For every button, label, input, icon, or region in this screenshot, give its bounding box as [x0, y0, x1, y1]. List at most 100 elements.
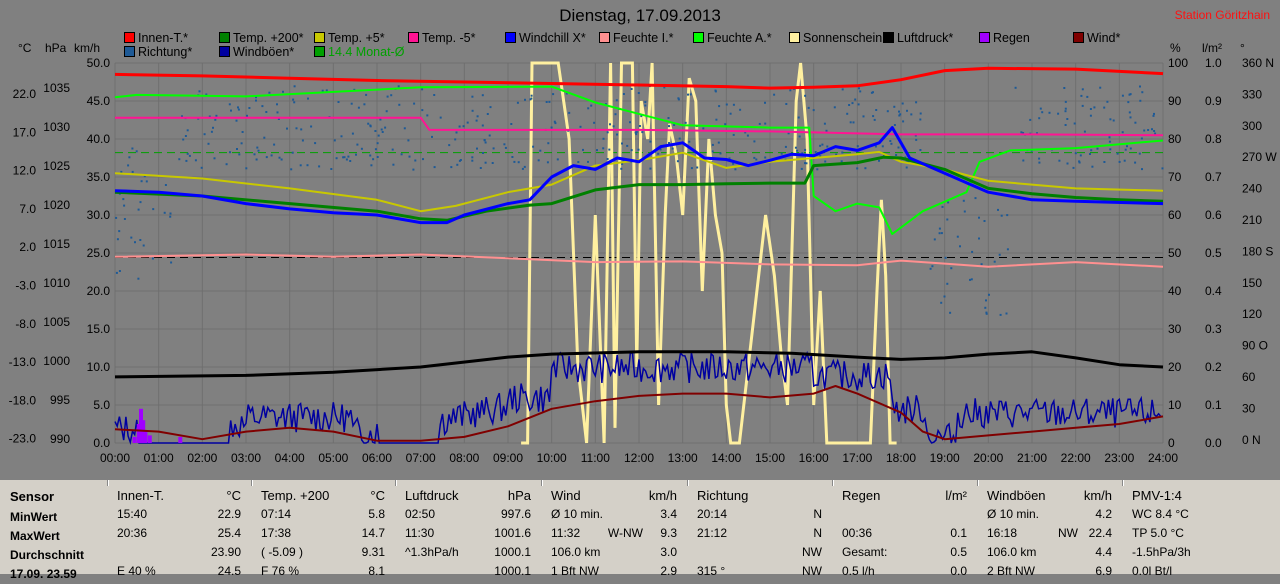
- row-labels: Sensor MinWert MaxWert Durchschnitt 17.09. 2…: [10, 486, 106, 581]
- direction-dot: [408, 155, 411, 158]
- direction-dot: [862, 115, 865, 118]
- temp-tick-label: 7.0: [19, 202, 36, 216]
- direction-dot: [582, 148, 584, 151]
- row-label: Durchschnitt: [10, 548, 85, 562]
- direction-dot: [295, 127, 298, 130]
- direction-dot: [1128, 111, 1131, 114]
- rain-tick-label: 0.4: [1205, 284, 1222, 298]
- direction-dot: [819, 144, 822, 147]
- panel-unit: l/m²: [945, 488, 967, 503]
- direction-dot: [456, 163, 459, 166]
- direction-dot: [310, 125, 313, 128]
- wind-tick-label: 5.0: [93, 398, 110, 412]
- direction-dot: [255, 99, 257, 102]
- panel-row: -1.5hPa/3h: [1122, 543, 1280, 562]
- direction-dot: [988, 293, 990, 296]
- panel-row: 17:38 14.7: [251, 524, 395, 543]
- direction-tick-label: 120: [1242, 307, 1262, 321]
- panel-title: PMV-1:4: [1132, 488, 1182, 503]
- direction-series: [115, 85, 1164, 316]
- cell-left: 02:50: [405, 507, 436, 521]
- direction-dot: [376, 142, 379, 145]
- direction-dot: [481, 94, 484, 97]
- direction-dot: [170, 261, 173, 264]
- direction-dot: [814, 151, 817, 153]
- direction-dot: [169, 212, 172, 215]
- panel-row: 20:36 25.4: [107, 524, 251, 543]
- direction-dot: [985, 299, 987, 302]
- direction-dot: [335, 157, 338, 160]
- panel-pmv-1-4: PMV-1:4 WC 8.4 °C TP 5.0 °C -1.5hPa/3h 0.0l …: [1122, 486, 1280, 578]
- panel-row: Ø 10 min. 4.2: [977, 505, 1122, 524]
- direction-dot: [941, 205, 944, 208]
- direction-dot: [475, 119, 478, 122]
- wind-tick-label: 15.0: [87, 322, 111, 336]
- direction-dot: [255, 96, 257, 99]
- direction-dot: [800, 167, 803, 170]
- direction-dot: [127, 164, 130, 167]
- cell-left: 16:18: [987, 526, 1018, 540]
- direction-dot: [906, 109, 908, 112]
- direction-dot: [797, 116, 800, 119]
- axis-header-pct: %: [1170, 41, 1181, 55]
- direction-dot: [690, 167, 693, 170]
- humidity-tick-label: 20: [1168, 360, 1182, 374]
- panel-row: 02:50 997.6: [395, 505, 541, 524]
- cell-right: 0.1: [950, 526, 967, 540]
- cell-left: 11:32: [551, 526, 581, 540]
- direction-dot: [587, 160, 589, 163]
- direction-dot: [1118, 160, 1121, 163]
- direction-tick-label: 180 S: [1242, 244, 1273, 258]
- station-name: Station Göritzhain: [1174, 8, 1270, 22]
- direction-dot: [711, 150, 714, 153]
- direction-dot: [970, 278, 973, 281]
- direction-dot: [521, 167, 524, 170]
- direction-dot: [1057, 112, 1060, 115]
- direction-dot: [1161, 167, 1164, 170]
- direction-dot: [1038, 117, 1041, 120]
- direction-tick-label: 300: [1242, 119, 1262, 133]
- direction-dot: [400, 153, 403, 156]
- direction-dot: [667, 117, 670, 119]
- wind-tick-label: 10.0: [87, 360, 111, 374]
- direction-tick-label: 90 O: [1242, 339, 1268, 353]
- wind-tick-label: 25.0: [87, 246, 111, 260]
- direction-dot: [137, 208, 140, 211]
- direction-dot: [293, 101, 296, 104]
- direction-dot: [1038, 157, 1041, 160]
- direction-dot: [677, 97, 680, 100]
- direction-dot: [959, 245, 961, 248]
- direction-dot: [1106, 100, 1109, 103]
- direction-dot: [956, 235, 959, 238]
- direction-dot: [785, 103, 788, 105]
- direction-dot: [649, 167, 652, 170]
- direction-dot: [137, 277, 140, 280]
- direction-dot: [240, 142, 243, 145]
- temp-tick-label: -8.0: [15, 317, 36, 331]
- cell-left: ( -5.09 ): [261, 545, 304, 559]
- direction-dot: [186, 152, 189, 155]
- direction-dot: [615, 99, 618, 102]
- direction-dot: [253, 153, 256, 156]
- cell-right: 22.9: [217, 507, 241, 521]
- direction-dot: [1038, 161, 1041, 164]
- direction-dot: [1103, 161, 1106, 163]
- direction-dot: [1078, 161, 1081, 164]
- direction-dot: [1124, 148, 1127, 151]
- direction-dot: [943, 295, 946, 298]
- direction-dot: [381, 131, 384, 133]
- legend-label: Feuchte A.*: [707, 31, 772, 45]
- panel-row: Ø 10 min. 3.4: [541, 505, 687, 524]
- direction-dot: [635, 131, 638, 134]
- cell-right: 1000.1: [494, 545, 531, 559]
- line-series: [114, 66, 1164, 442]
- series-wind: [114, 385, 1164, 442]
- panel-row: F 76 % 8.1: [251, 562, 395, 581]
- pressure-tick-label: 1015: [43, 237, 70, 251]
- direction-dot: [300, 128, 303, 131]
- x-tick-label: 12:00: [624, 451, 654, 465]
- direction-dot: [340, 135, 343, 138]
- direction-dot: [356, 143, 359, 146]
- legend-swatch: [789, 32, 800, 43]
- cell-left: 07:14: [261, 507, 292, 521]
